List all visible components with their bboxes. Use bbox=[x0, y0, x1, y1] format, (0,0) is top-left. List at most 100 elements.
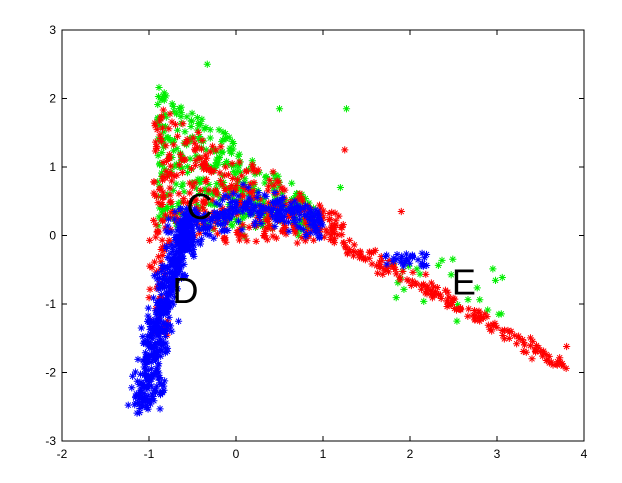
point-blue bbox=[144, 352, 152, 361]
point-red bbox=[319, 213, 327, 221]
point-blue bbox=[272, 199, 280, 207]
point-red bbox=[173, 171, 181, 179]
point-blue bbox=[291, 218, 299, 227]
point-red bbox=[317, 204, 325, 212]
point-blue bbox=[163, 289, 171, 297]
point-green bbox=[169, 138, 177, 146]
point-red bbox=[443, 302, 451, 311]
point-green bbox=[155, 213, 163, 221]
point-red bbox=[323, 228, 331, 236]
point-red bbox=[266, 176, 274, 184]
point-blue bbox=[225, 211, 233, 219]
point-blue bbox=[164, 222, 172, 230]
point-green bbox=[484, 306, 492, 314]
point-blue bbox=[156, 335, 165, 343]
point-green bbox=[154, 152, 162, 160]
x-tick-label: 0 bbox=[233, 447, 240, 461]
point-green bbox=[235, 150, 243, 158]
point-red bbox=[531, 347, 540, 355]
point-blue bbox=[277, 214, 285, 223]
point-red bbox=[296, 190, 304, 198]
point-blue bbox=[301, 201, 310, 209]
point-red bbox=[320, 233, 328, 241]
point-blue bbox=[196, 240, 204, 248]
point-red bbox=[239, 221, 247, 229]
point-blue bbox=[190, 252, 198, 260]
point-green bbox=[177, 103, 185, 111]
point-blue bbox=[154, 270, 162, 278]
point-red bbox=[234, 231, 242, 239]
point-blue bbox=[158, 327, 166, 335]
point-red bbox=[479, 314, 488, 322]
point-red bbox=[232, 181, 240, 190]
x-tick-label: -2 bbox=[57, 447, 68, 461]
point-blue bbox=[143, 403, 152, 411]
point-red bbox=[265, 212, 273, 220]
point-green bbox=[181, 128, 189, 136]
point-blue bbox=[268, 198, 277, 207]
point-blue bbox=[274, 213, 282, 221]
point-blue bbox=[135, 391, 143, 399]
point-red bbox=[175, 161, 183, 169]
point-red bbox=[252, 222, 261, 230]
point-green bbox=[476, 296, 484, 304]
point-red bbox=[158, 124, 167, 132]
point-blue bbox=[143, 374, 152, 382]
point-blue bbox=[219, 220, 227, 228]
point-blue bbox=[206, 222, 214, 230]
point-blue bbox=[153, 365, 161, 373]
point-red bbox=[290, 226, 299, 234]
point-red bbox=[279, 185, 287, 193]
point-red bbox=[217, 143, 225, 151]
point-green bbox=[473, 284, 481, 292]
point-red bbox=[197, 145, 206, 153]
point-red bbox=[445, 293, 453, 301]
point-blue bbox=[262, 192, 270, 201]
point-blue bbox=[316, 217, 324, 225]
point-red bbox=[428, 286, 436, 294]
point-green bbox=[392, 294, 400, 302]
point-green bbox=[155, 204, 164, 212]
point-red bbox=[344, 248, 352, 257]
point-blue bbox=[146, 325, 154, 334]
point-red bbox=[269, 168, 277, 176]
point-red bbox=[514, 332, 523, 340]
point-blue bbox=[153, 352, 161, 360]
point-red bbox=[197, 154, 205, 162]
point-red bbox=[284, 213, 292, 221]
point-green bbox=[172, 110, 181, 118]
point-red bbox=[157, 245, 165, 254]
point-red bbox=[220, 234, 228, 243]
point-red bbox=[154, 199, 162, 207]
point-blue bbox=[179, 231, 187, 239]
point-red bbox=[232, 186, 240, 194]
point-red bbox=[198, 160, 206, 169]
point-red bbox=[146, 236, 154, 245]
point-red bbox=[183, 135, 191, 144]
point-red bbox=[158, 236, 166, 244]
point-blue bbox=[173, 227, 181, 235]
point-red bbox=[157, 200, 165, 208]
point-green bbox=[297, 198, 305, 206]
point-blue bbox=[414, 256, 422, 264]
point-green bbox=[447, 271, 455, 279]
point-red bbox=[515, 335, 523, 343]
y-tick-label: 2 bbox=[49, 92, 56, 106]
point-blue bbox=[225, 209, 234, 217]
point-red bbox=[327, 222, 336, 230]
point-blue bbox=[133, 409, 141, 417]
point-blue bbox=[151, 389, 160, 397]
point-red bbox=[179, 120, 187, 128]
point-red bbox=[159, 188, 167, 196]
point-blue bbox=[228, 197, 237, 206]
point-blue bbox=[194, 211, 202, 219]
point-green bbox=[216, 195, 224, 203]
point-red bbox=[263, 236, 271, 244]
point-blue bbox=[286, 206, 294, 214]
point-green bbox=[275, 105, 284, 113]
point-green bbox=[160, 89, 168, 97]
point-blue bbox=[144, 405, 152, 413]
point-blue bbox=[290, 204, 298, 212]
point-green bbox=[154, 121, 162, 129]
point-blue bbox=[134, 355, 142, 364]
